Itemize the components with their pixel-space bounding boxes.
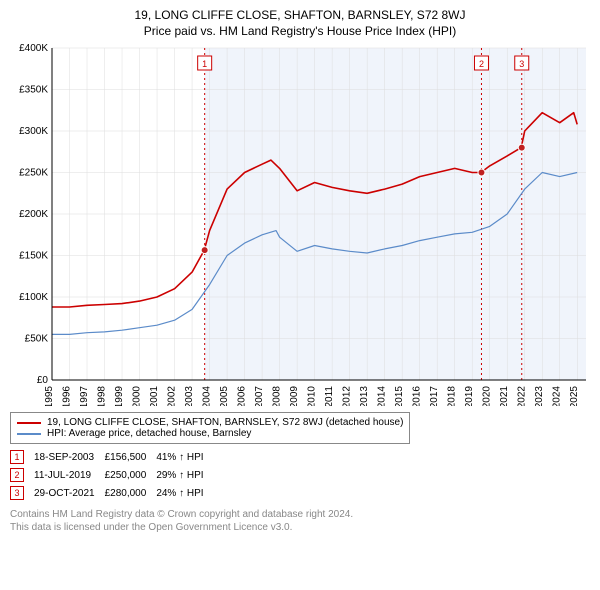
titles-block: 19, LONG CLIFFE CLOSE, SHAFTON, BARNSLEY… (10, 8, 590, 38)
svg-text:2025: 2025 (569, 386, 580, 406)
chart-subtitle: Price paid vs. HM Land Registry's House … (10, 24, 590, 38)
svg-text:2014: 2014 (377, 386, 388, 406)
svg-text:1995: 1995 (44, 386, 55, 406)
svg-text:1: 1 (202, 59, 207, 69)
svg-text:£100K: £100K (19, 292, 48, 303)
svg-text:£200K: £200K (19, 209, 48, 220)
svg-text:2004: 2004 (202, 386, 213, 406)
marker-number-box: 3 (10, 486, 24, 500)
footer-line-1: Contains HM Land Registry data © Crown c… (10, 508, 590, 521)
svg-text:2001: 2001 (149, 386, 160, 406)
chart-svg: £0 £50K £100K £150K £200K £250K £300K £350K £400… (10, 44, 590, 406)
svg-text:1997: 1997 (79, 386, 90, 406)
svg-text:2020: 2020 (482, 386, 493, 406)
svg-text:2002: 2002 (167, 386, 178, 406)
svg-text:2019: 2019 (464, 386, 475, 406)
svg-text:2000: 2000 (132, 386, 143, 406)
svg-text:2015: 2015 (394, 386, 405, 406)
svg-text:2022: 2022 (517, 386, 528, 406)
svg-text:2009: 2009 (289, 386, 300, 406)
svg-text:2016: 2016 (412, 386, 423, 406)
svg-text:1999: 1999 (114, 386, 125, 406)
svg-text:2: 2 (479, 59, 484, 69)
legend-item: 19, LONG CLIFFE CLOSE, SHAFTON, BARNSLEY… (17, 417, 403, 428)
svg-text:1996: 1996 (62, 386, 73, 406)
marker-number-box: 1 (10, 450, 24, 464)
svg-text:2012: 2012 (342, 386, 353, 406)
svg-text:2024: 2024 (552, 386, 563, 406)
svg-text:2006: 2006 (237, 386, 248, 406)
svg-text:2011: 2011 (324, 386, 335, 406)
marker-row: 3 29-OCT-2021£280,00024% ↑ HPI (10, 484, 214, 502)
svg-text:£400K: £400K (19, 44, 48, 54)
chart-area: £0 £50K £100K £150K £200K £250K £300K £350K £400… (10, 44, 590, 406)
svg-text:2010: 2010 (307, 386, 318, 406)
svg-text:2008: 2008 (272, 386, 283, 406)
marker-price: £250,000 (105, 466, 157, 484)
svg-text:2005: 2005 (219, 386, 230, 406)
chart-title: 19, LONG CLIFFE CLOSE, SHAFTON, BARNSLEY… (10, 8, 590, 22)
svg-text:3: 3 (519, 59, 524, 69)
marker-date: 29-OCT-2021 (34, 484, 105, 502)
svg-text:2007: 2007 (254, 386, 265, 406)
svg-text:£250K: £250K (19, 168, 48, 179)
marker-date: 11-JUL-2019 (34, 466, 105, 484)
marker-number-box: 2 (10, 468, 24, 482)
svg-text:2023: 2023 (534, 386, 545, 406)
marker-row: 1 18-SEP-2003£156,50041% ↑ HPI (10, 448, 214, 466)
svg-text:2017: 2017 (429, 386, 440, 406)
legend-swatch (17, 433, 41, 435)
marker-pct: 24% ↑ HPI (156, 484, 213, 502)
marker-price: £280,000 (105, 484, 157, 502)
marker-date: 18-SEP-2003 (34, 448, 105, 466)
svg-text:£300K: £300K (19, 126, 48, 137)
svg-text:2013: 2013 (359, 386, 370, 406)
svg-text:1998: 1998 (97, 386, 108, 406)
svg-text:2003: 2003 (184, 386, 195, 406)
svg-text:£0: £0 (37, 375, 49, 386)
marker-row: 2 11-JUL-2019£250,00029% ↑ HPI (10, 466, 214, 484)
chart-container: 19, LONG CLIFFE CLOSE, SHAFTON, BARNSLEY… (0, 0, 600, 542)
legend-label: 19, LONG CLIFFE CLOSE, SHAFTON, BARNSLEY… (47, 417, 403, 428)
legend-swatch (17, 422, 41, 424)
svg-text:2018: 2018 (447, 386, 458, 406)
legend-box: 19, LONG CLIFFE CLOSE, SHAFTON, BARNSLEY… (10, 412, 410, 444)
marker-price: £156,500 (105, 448, 157, 466)
footer-note: Contains HM Land Registry data © Crown c… (10, 508, 590, 534)
marker-pct: 41% ↑ HPI (156, 448, 213, 466)
legend-label: HPI: Average price, detached house, Barn… (47, 428, 251, 439)
footer-line-2: This data is licensed under the Open Gov… (10, 521, 590, 534)
svg-text:£50K: £50K (25, 334, 49, 345)
marker-pct: 29% ↑ HPI (156, 466, 213, 484)
svg-text:£350K: £350K (19, 85, 48, 96)
legend-item: HPI: Average price, detached house, Barn… (17, 428, 403, 439)
svg-text:2021: 2021 (499, 386, 510, 406)
marker-table: 1 18-SEP-2003£156,50041% ↑ HPI 2 11-JUL-201… (10, 448, 214, 502)
svg-text:£150K: £150K (19, 251, 48, 262)
